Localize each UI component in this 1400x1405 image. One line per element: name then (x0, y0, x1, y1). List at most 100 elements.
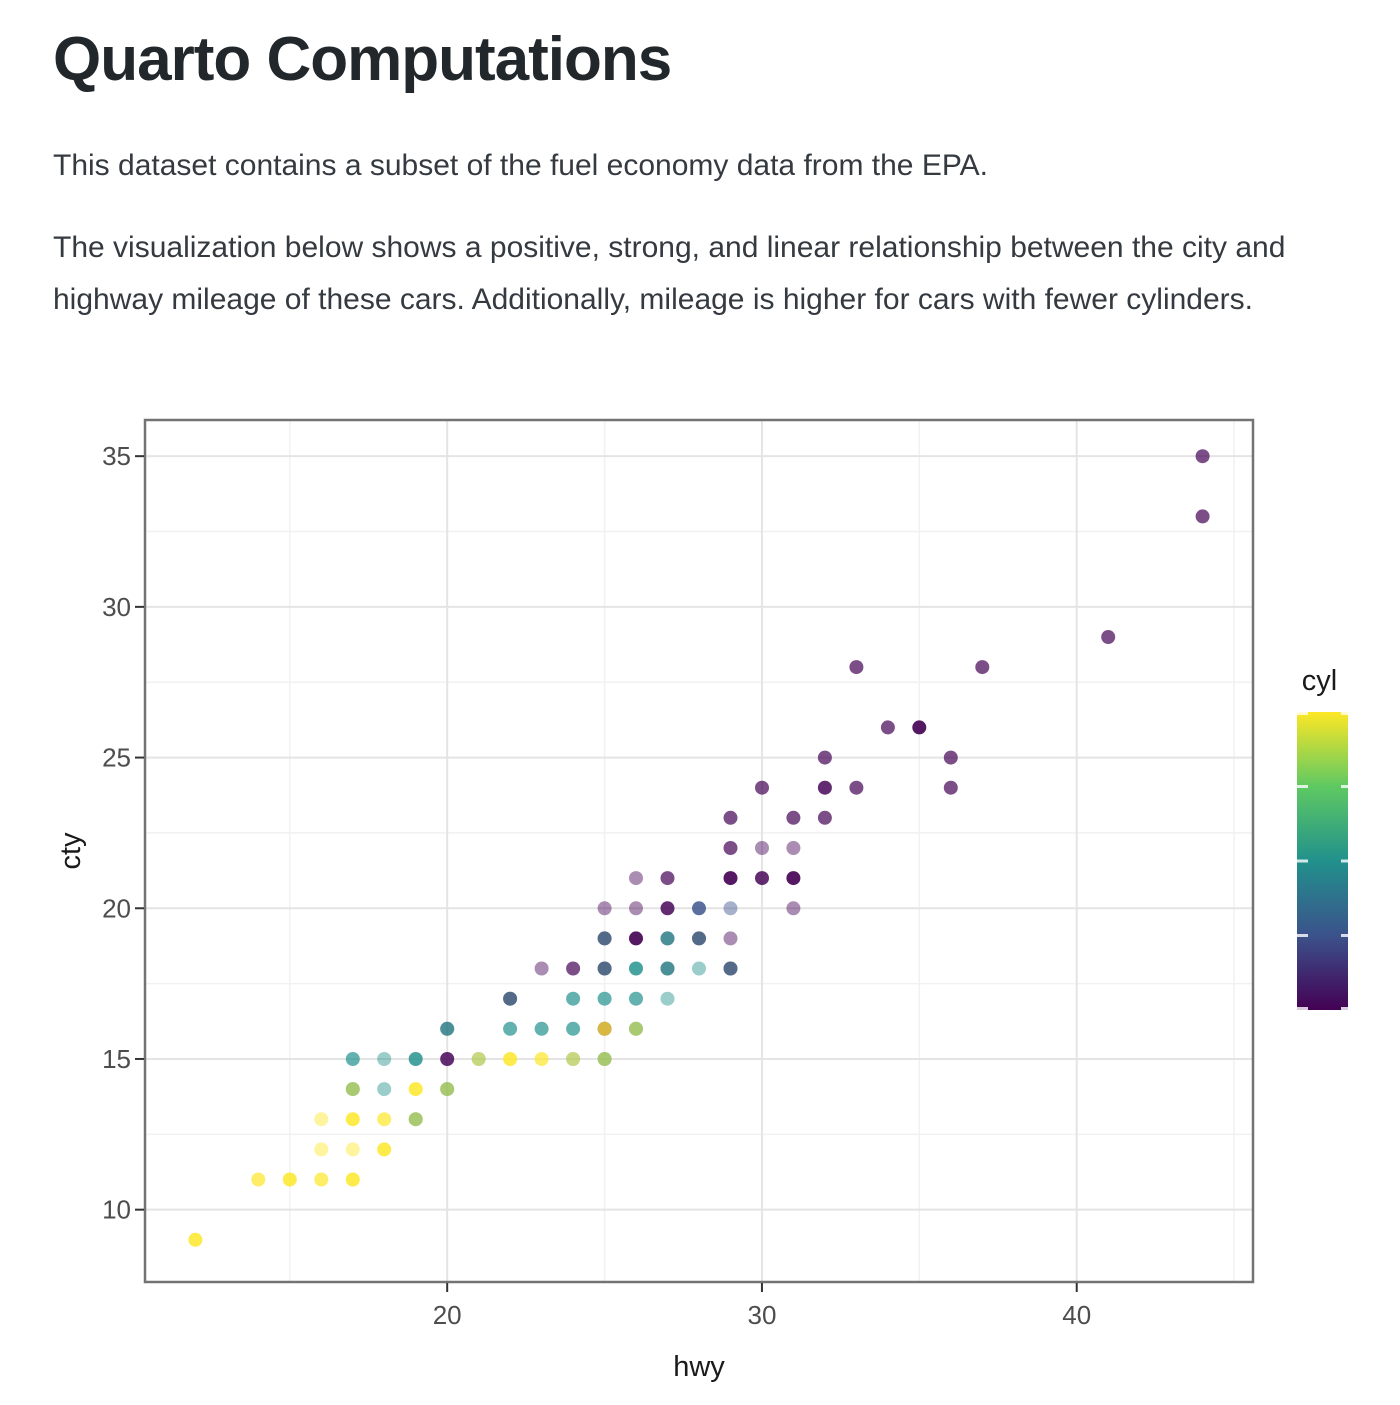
data-point (723, 931, 738, 946)
data-point (534, 961, 549, 976)
data-point (723, 841, 738, 855)
data-point (345, 1082, 360, 1097)
data-point (755, 871, 769, 886)
data-point (723, 961, 738, 976)
data-point (440, 1082, 455, 1097)
data-point (660, 991, 675, 1006)
scatter-plot-svg: 20 30 40 hwy 10 15 20 25 30 35 cty cyl (55, 418, 1348, 1383)
data-point (1195, 509, 1210, 524)
scatter-plot-figure: 20 30 40 hwy 10 15 20 25 30 35 cty cyl (0, 405, 1400, 1400)
panel-border (143, 418, 1255, 1284)
data-point (629, 961, 643, 976)
data-point (817, 780, 832, 795)
data-point (345, 1112, 360, 1127)
data-point (566, 1052, 581, 1066)
data-point (786, 810, 801, 825)
data-point (629, 901, 643, 916)
data-point (880, 720, 895, 735)
data-point (377, 1052, 392, 1066)
data-point (849, 660, 864, 675)
data-point (534, 1052, 549, 1066)
data-point (943, 780, 958, 795)
intro-paragraph: This dataset contains a subset of the fu… (53, 149, 988, 183)
data-point (408, 1082, 423, 1097)
data-point (786, 841, 801, 855)
data-point (597, 1052, 612, 1066)
points-layer (188, 449, 1210, 1247)
data-point (503, 991, 518, 1006)
x-tick-label: 20 (433, 1300, 462, 1330)
data-point (629, 991, 643, 1006)
data-point (377, 1082, 392, 1097)
data-point (692, 931, 706, 946)
data-point (345, 1172, 360, 1187)
data-point (503, 1021, 518, 1036)
data-point (314, 1172, 329, 1187)
data-point (440, 1052, 455, 1066)
data-point (817, 810, 832, 825)
page-title: Quarto Computations (53, 25, 672, 94)
data-point (755, 780, 769, 795)
data-point (597, 901, 612, 916)
x-axis: 20 30 40 hwy (433, 1283, 1091, 1383)
data-point (597, 931, 612, 946)
data-point (251, 1172, 266, 1187)
data-point (597, 1052, 612, 1066)
data-point (692, 961, 706, 976)
data-point (723, 871, 738, 886)
data-point (345, 1052, 360, 1066)
data-point (849, 780, 864, 795)
data-point (597, 1021, 612, 1036)
data-point (597, 961, 612, 976)
y-tick-label: 15 (102, 1044, 131, 1074)
data-point (692, 901, 706, 916)
legend-title: cyl (1302, 665, 1337, 697)
x-tick-label: 30 (747, 1300, 776, 1330)
data-point (660, 931, 675, 946)
data-point (943, 750, 958, 765)
x-tick-label: 40 (1062, 1300, 1091, 1330)
data-point (597, 961, 612, 976)
description-paragraph: The visualization below shows a positive… (53, 231, 1286, 317)
y-tick-label: 10 (102, 1195, 131, 1225)
colorbar-legend: cyl (1297, 665, 1348, 1010)
y-tick-label: 20 (102, 893, 131, 923)
data-point (408, 1052, 423, 1066)
y-axis-title: cty (55, 832, 87, 870)
data-point (723, 961, 738, 976)
data-point (692, 931, 706, 946)
data-point (755, 841, 769, 855)
grid-major (145, 420, 1253, 1282)
data-point (566, 1021, 581, 1036)
data-point (377, 1112, 392, 1127)
x-axis-title: hwy (673, 1351, 725, 1383)
data-point (975, 660, 990, 675)
data-point (566, 961, 581, 976)
data-point (408, 1112, 423, 1127)
data-point (629, 1021, 643, 1036)
data-point (440, 1021, 455, 1036)
data-point (597, 931, 612, 946)
data-point (723, 901, 738, 916)
data-point (503, 1052, 518, 1066)
data-point (534, 1021, 549, 1036)
data-point (629, 931, 643, 946)
y-tick-label: 35 (102, 441, 131, 471)
data-point (377, 1142, 392, 1157)
data-point (629, 1021, 643, 1036)
data-point (786, 871, 801, 886)
grid-minor (145, 420, 1253, 1282)
data-point (408, 1112, 423, 1127)
data-point (566, 991, 581, 1006)
data-point (597, 991, 612, 1006)
data-point (660, 871, 675, 886)
document-body: Quarto Computations This dataset contain… (0, 0, 1400, 326)
data-point (660, 901, 675, 916)
data-point (503, 991, 518, 1006)
data-point (912, 720, 927, 735)
data-point (345, 1082, 360, 1097)
data-point (1195, 449, 1210, 464)
y-tick-label: 25 (102, 743, 131, 773)
y-tick-label: 30 (102, 592, 131, 622)
data-point (314, 1112, 329, 1127)
